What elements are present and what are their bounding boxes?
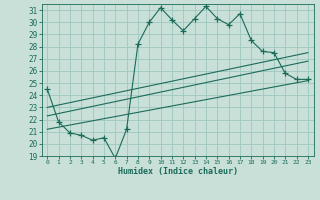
X-axis label: Humidex (Indice chaleur): Humidex (Indice chaleur) [118, 167, 237, 176]
